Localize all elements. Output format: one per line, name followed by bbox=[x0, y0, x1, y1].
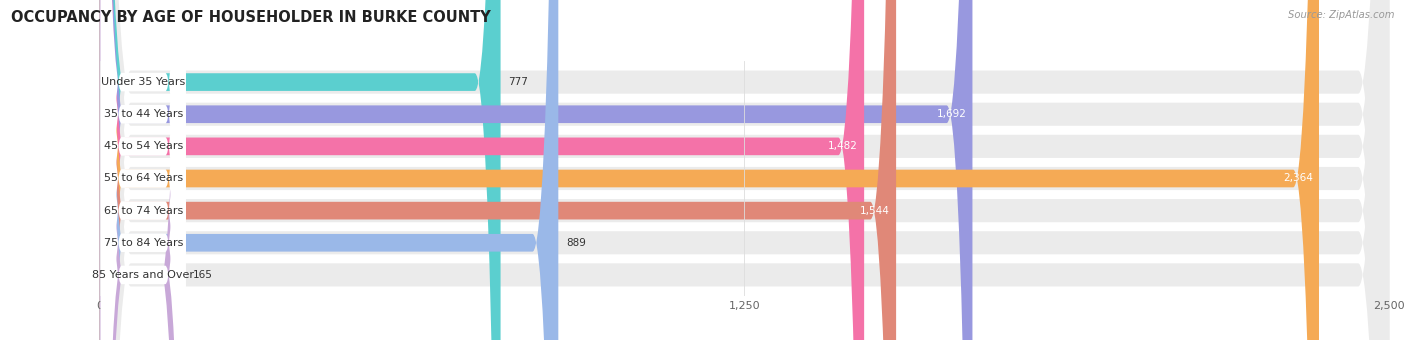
Text: 889: 889 bbox=[567, 238, 586, 248]
FancyBboxPatch shape bbox=[101, 0, 186, 340]
FancyBboxPatch shape bbox=[100, 0, 1389, 340]
FancyBboxPatch shape bbox=[100, 0, 1389, 340]
FancyBboxPatch shape bbox=[100, 0, 1389, 340]
FancyBboxPatch shape bbox=[100, 0, 186, 340]
Text: 165: 165 bbox=[193, 270, 212, 280]
Text: 35 to 44 Years: 35 to 44 Years bbox=[104, 109, 183, 119]
Text: 1,544: 1,544 bbox=[860, 206, 890, 216]
FancyBboxPatch shape bbox=[100, 0, 1389, 340]
FancyBboxPatch shape bbox=[100, 0, 973, 340]
FancyBboxPatch shape bbox=[100, 0, 1319, 340]
Text: OCCUPANCY BY AGE OF HOUSEHOLDER IN BURKE COUNTY: OCCUPANCY BY AGE OF HOUSEHOLDER IN BURKE… bbox=[11, 10, 491, 25]
FancyBboxPatch shape bbox=[100, 0, 1389, 340]
FancyBboxPatch shape bbox=[101, 0, 186, 340]
Text: 65 to 74 Years: 65 to 74 Years bbox=[104, 206, 183, 216]
FancyBboxPatch shape bbox=[100, 0, 896, 340]
Text: 75 to 84 Years: 75 to 84 Years bbox=[104, 238, 183, 248]
FancyBboxPatch shape bbox=[100, 0, 1389, 340]
Text: 777: 777 bbox=[509, 77, 529, 87]
Text: Under 35 Years: Under 35 Years bbox=[101, 77, 186, 87]
FancyBboxPatch shape bbox=[101, 0, 186, 340]
FancyBboxPatch shape bbox=[101, 0, 186, 340]
FancyBboxPatch shape bbox=[100, 0, 501, 340]
Text: 85 Years and Over: 85 Years and Over bbox=[93, 270, 194, 280]
FancyBboxPatch shape bbox=[100, 0, 865, 340]
FancyBboxPatch shape bbox=[100, 0, 558, 340]
Text: 1,692: 1,692 bbox=[936, 109, 966, 119]
Text: 55 to 64 Years: 55 to 64 Years bbox=[104, 173, 183, 184]
FancyBboxPatch shape bbox=[100, 0, 1389, 340]
FancyBboxPatch shape bbox=[101, 0, 186, 340]
FancyBboxPatch shape bbox=[101, 0, 186, 340]
Text: 45 to 54 Years: 45 to 54 Years bbox=[104, 141, 183, 151]
Text: Source: ZipAtlas.com: Source: ZipAtlas.com bbox=[1288, 10, 1395, 20]
Text: 2,364: 2,364 bbox=[1282, 173, 1313, 184]
FancyBboxPatch shape bbox=[101, 0, 186, 340]
Text: 1,482: 1,482 bbox=[828, 141, 858, 151]
